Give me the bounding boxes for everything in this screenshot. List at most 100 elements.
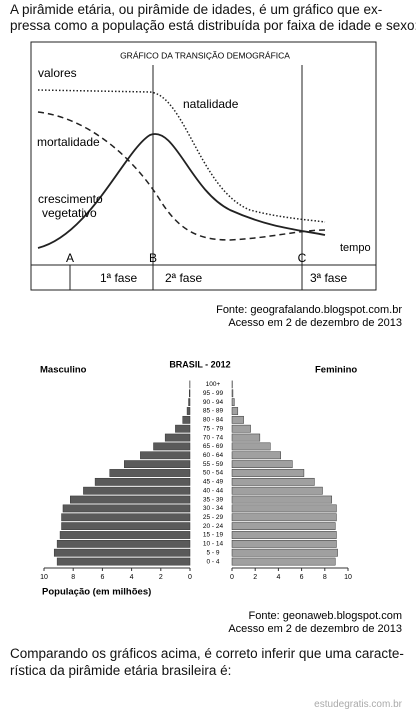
curve-label: natalidade: [183, 97, 239, 111]
x-tick-label: 6: [300, 574, 304, 581]
legend-entry: Masculino: [40, 365, 87, 376]
age-label: 100+: [206, 381, 221, 388]
source-line: Fonte: geonaweb.blogspot.com: [248, 610, 403, 622]
male-bar: [186, 407, 191, 415]
curve-label: valores: [38, 66, 77, 80]
female-bar: [231, 407, 239, 415]
x-tick-label: 10: [40, 574, 48, 581]
age-label: 95 - 99: [203, 390, 224, 397]
point-label: C: [298, 251, 307, 265]
female-bar: [231, 557, 336, 566]
x-tick-label: 8: [323, 574, 327, 581]
male-bar: [124, 460, 191, 469]
age-label: 45 - 49: [203, 479, 224, 486]
age-label: 65 - 69: [203, 443, 224, 450]
female-bar: [231, 548, 338, 557]
male-bar: [164, 433, 191, 442]
age-label: 35 - 39: [203, 496, 224, 503]
question-line: rística da pirâmide etária brasileira é:: [10, 663, 232, 678]
female-bar: [231, 495, 333, 504]
age-label: 60 - 64: [203, 452, 224, 459]
axis-label: tempo: [340, 242, 371, 254]
age-label: 30 - 34: [203, 505, 224, 512]
male-bar: [61, 522, 191, 531]
chart-title: BRASIL - 2012: [169, 359, 230, 369]
x-tick-label: 0: [230, 574, 234, 581]
male-bar: [62, 504, 191, 513]
watermark: estudegratis.com.br: [314, 699, 402, 710]
x-axis-label: População (em milhões): [42, 587, 151, 598]
female-bar: [231, 460, 293, 469]
female-bar: [231, 389, 234, 398]
male-bar: [53, 548, 191, 557]
source-line: Fonte: geografalando.blogspot.com.br: [216, 304, 402, 316]
female-bar: [231, 539, 337, 548]
curve-label: crescimento: [38, 192, 103, 206]
age-label: 10 - 14: [203, 541, 224, 548]
female-bar: [231, 433, 261, 442]
birth-curve: [37, 89, 326, 223]
age-label: 40 - 44: [203, 487, 224, 494]
age-label: 0 - 4: [206, 558, 219, 565]
figure-title: GRÁFICO DA TRANSIÇÃO DEMOGRÁFICA: [120, 50, 290, 60]
male-bar: [175, 424, 191, 433]
source-line: Acesso em 2 de dezembro de 2013: [228, 317, 402, 329]
male-bar: [182, 415, 191, 424]
x-tick-label: 4: [130, 574, 134, 581]
male-bar: [94, 477, 191, 486]
male-bar: [59, 531, 191, 539]
pyramid-chart: BRASIL - 2012 Masculino Feminino Populaç…: [40, 359, 357, 598]
male-bar: [153, 442, 191, 451]
male-bar: [109, 469, 191, 477]
age-label: 85 - 89: [203, 408, 224, 415]
point-label: B: [149, 251, 157, 265]
phase-label: 2ª fase: [165, 271, 202, 285]
age-label: 75 - 79: [203, 425, 224, 432]
female-bar: [231, 415, 244, 424]
transition-figure: GRÁFICO DA TRANSIÇÃO DEMOGRÁFICA valores…: [30, 41, 377, 291]
male-bar: [70, 495, 191, 504]
age-label: 50 - 54: [203, 470, 224, 477]
age-label: 5 - 9: [206, 549, 219, 556]
female-bar: [231, 442, 271, 451]
age-label: 25 - 29: [203, 514, 224, 521]
female-bar: [231, 531, 337, 539]
age-label: 55 - 59: [203, 461, 224, 468]
x-tick-label: 2: [253, 574, 257, 581]
female-bar: [231, 522, 336, 531]
female-bar: [231, 504, 337, 513]
intro-line: pressa como a população está distribuída…: [10, 18, 416, 33]
female-bar: [231, 513, 337, 522]
male-bar: [189, 389, 191, 398]
male-bar: [61, 513, 191, 522]
age-label: 80 - 84: [203, 417, 224, 424]
female-bar: [231, 398, 235, 407]
phase-label: 3ª fase: [310, 271, 347, 285]
legend-entry: Feminino: [315, 365, 357, 376]
point-label: A: [66, 251, 74, 265]
age-label: 20 - 24: [203, 523, 224, 530]
age-label: 15 - 19: [203, 532, 224, 539]
growth-curve: [37, 133, 326, 249]
x-tick-label: 4: [276, 574, 280, 581]
x-tick-label: 2: [159, 574, 163, 581]
female-bar: [231, 424, 251, 433]
male-bar: [56, 557, 191, 566]
question-line: Comparando os gráficos acima, é correto …: [10, 646, 404, 661]
male-bar: [83, 486, 191, 495]
x-tick-label: 0: [188, 574, 192, 581]
source-line: Acesso em 2 de dezembro de 2013: [228, 623, 402, 635]
phase-label: 1ª fase: [100, 271, 137, 285]
x-tick-label: 8: [71, 574, 75, 581]
curve-label: mortalidade: [37, 135, 100, 149]
frame: [30, 41, 377, 291]
female-bar: [231, 486, 323, 495]
x-tick-label: 6: [100, 574, 104, 581]
age-label: 70 - 74: [203, 434, 224, 441]
intro-line: A pirâmide etária, ou pirâmide de idades…: [10, 2, 383, 17]
female-bar: [231, 477, 315, 486]
female-bar: [231, 451, 281, 460]
male-bar: [56, 539, 191, 548]
male-bar: [188, 398, 191, 407]
